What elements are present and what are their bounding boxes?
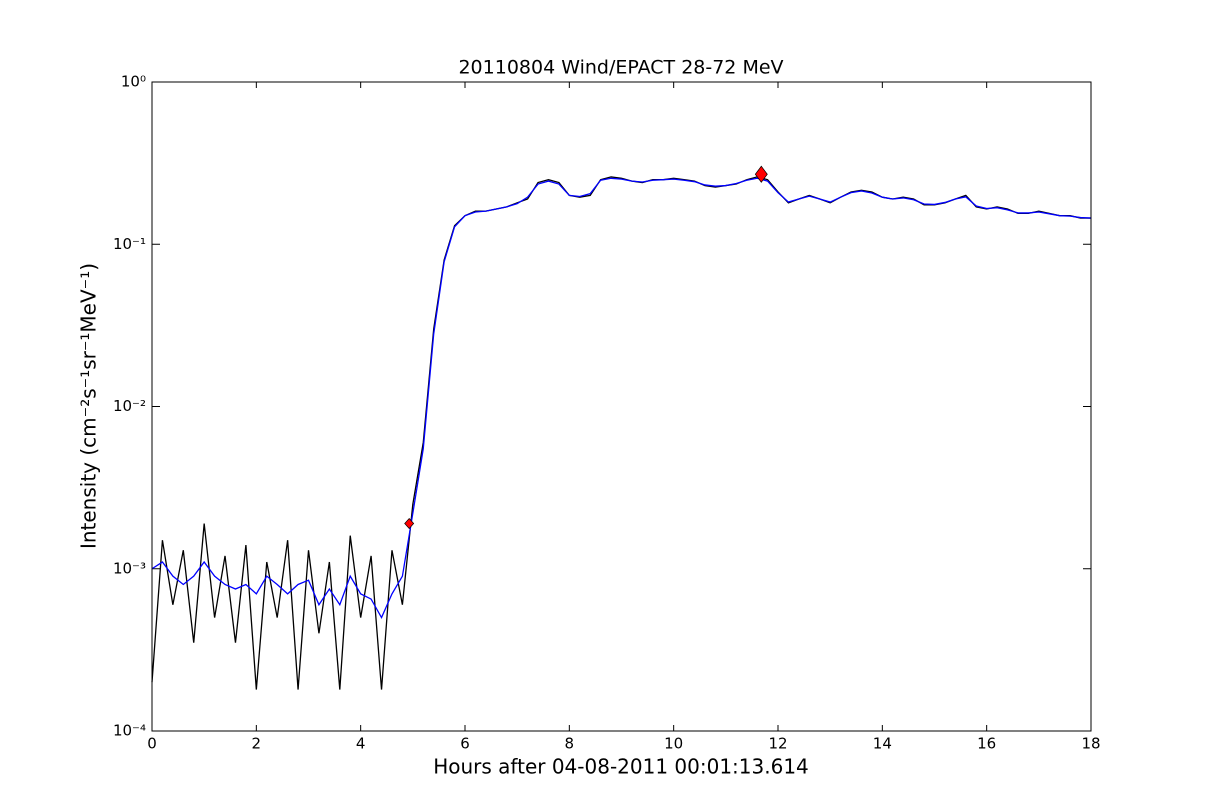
x-tick-label: 12: [768, 735, 787, 753]
x-tick-label: 8: [565, 735, 575, 753]
x-axis-label: Hours after 04-08-2011 00:01:13.614: [433, 755, 809, 779]
x-tick-label: 14: [873, 735, 892, 753]
x-tick-label: 6: [460, 735, 470, 753]
x-tick-label: 10: [664, 735, 683, 753]
x-tick-label: 4: [356, 735, 366, 753]
chart-title: 20110804 Wind/EPACT 28-72 MeV: [458, 57, 783, 79]
plot-frame: [151, 81, 1092, 732]
event-marker: [404, 517, 415, 530]
y-tick-label: 10⁻³: [113, 559, 146, 577]
y-tick-label: 10⁻⁴: [113, 722, 146, 740]
event-marker: [754, 165, 768, 183]
x-tick-label: 0: [147, 735, 157, 753]
series-line: [151, 177, 1092, 620]
series-line: [151, 176, 1091, 690]
y-axis-label: Intensity (cm⁻²s⁻¹sr⁻¹MeV⁻¹): [77, 263, 101, 549]
x-tick-label: 16: [977, 735, 996, 753]
x-tick-label: 18: [1081, 735, 1100, 753]
x-tick-label: 2: [252, 735, 262, 753]
y-tick-label: 10⁻²: [113, 397, 146, 415]
y-tick-label: 10⁰: [121, 73, 146, 91]
y-tick-label: 10⁻¹: [113, 235, 146, 253]
